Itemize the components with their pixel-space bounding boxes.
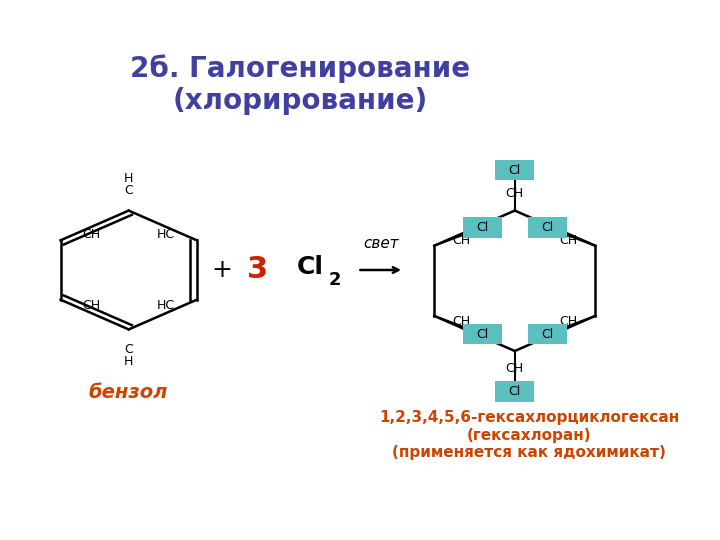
Text: свет: свет — [363, 236, 399, 251]
Text: C: C — [125, 343, 133, 356]
Text: Cl: Cl — [297, 255, 324, 279]
Text: Cl: Cl — [541, 221, 554, 234]
Text: Cl: Cl — [476, 328, 488, 341]
Text: HC: HC — [157, 228, 176, 241]
Text: HC: HC — [157, 299, 176, 312]
Text: Cl: Cl — [508, 385, 521, 398]
Text: H: H — [124, 355, 133, 368]
Text: CH: CH — [505, 362, 524, 375]
FancyBboxPatch shape — [495, 160, 534, 180]
Text: 3: 3 — [247, 255, 268, 285]
FancyBboxPatch shape — [462, 324, 502, 345]
Text: CH: CH — [82, 299, 100, 312]
Text: C: C — [125, 184, 133, 197]
Text: CH: CH — [82, 228, 100, 241]
Text: Cl: Cl — [508, 164, 521, 177]
Text: CH: CH — [559, 234, 577, 247]
Text: 2б. Галогенирование
(хлорирование): 2б. Галогенирование (хлорирование) — [130, 54, 470, 115]
FancyBboxPatch shape — [462, 217, 502, 238]
Text: бензол: бензол — [89, 383, 168, 402]
Text: H: H — [124, 172, 133, 185]
Text: Cl: Cl — [541, 328, 554, 341]
Text: +: + — [211, 258, 232, 282]
Text: 1,2,3,4,5,6-гексахлорциклогексан
(гексахлоран)
(применяется как ядохимикат): 1,2,3,4,5,6-гексахлорциклогексан (гексах… — [379, 410, 679, 460]
Text: CH: CH — [559, 315, 577, 328]
Text: CH: CH — [452, 315, 470, 328]
Text: 2: 2 — [329, 271, 341, 289]
Text: Cl: Cl — [476, 221, 488, 234]
FancyBboxPatch shape — [495, 381, 534, 402]
Text: CH: CH — [505, 187, 524, 200]
Text: CH: CH — [452, 234, 470, 247]
FancyBboxPatch shape — [528, 324, 567, 345]
FancyBboxPatch shape — [528, 217, 567, 238]
